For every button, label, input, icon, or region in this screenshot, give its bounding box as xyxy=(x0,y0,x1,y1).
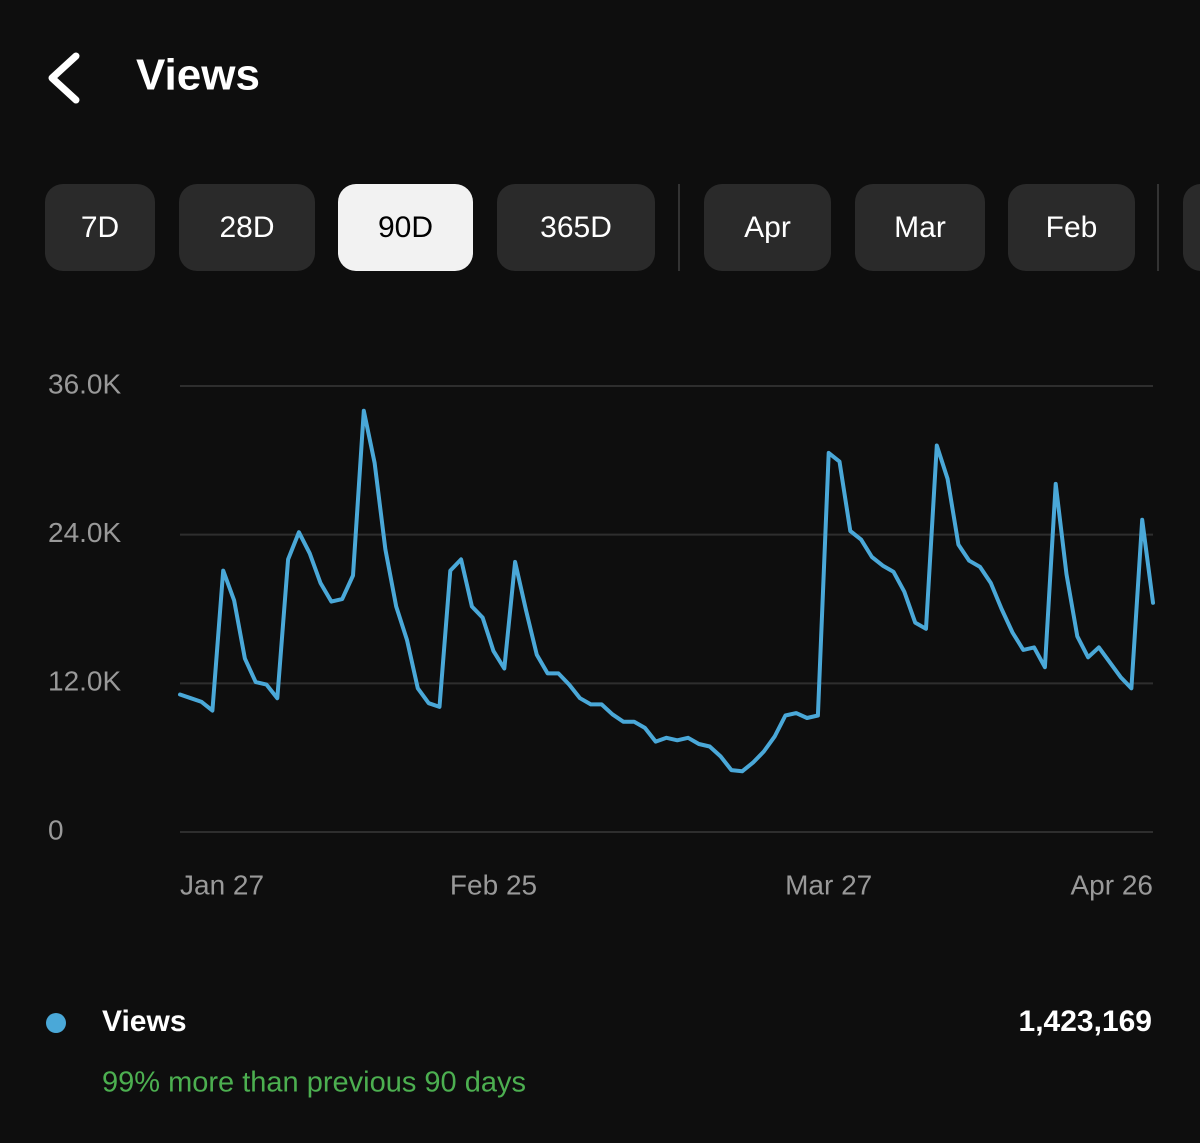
tab[interactable] xyxy=(855,184,985,271)
tab-label: 7D xyxy=(81,211,119,244)
tab[interactable] xyxy=(1183,184,1200,271)
tab-label: Apr xyxy=(744,211,791,244)
tab-label: Feb xyxy=(1046,211,1098,244)
y-tick-label: 24.0K xyxy=(48,517,121,548)
y-tick-label: 0 xyxy=(48,814,64,845)
tab[interactable] xyxy=(704,184,831,271)
tab-label: 365D xyxy=(540,211,612,244)
total-value: 1,423,169 xyxy=(1019,1005,1152,1038)
x-tick-label: Jan 27 xyxy=(180,869,264,900)
tab-label: 28D xyxy=(219,211,274,244)
x-tick-label: Apr 26 xyxy=(1071,869,1154,900)
tab-label: 90D xyxy=(378,211,433,244)
legend-label: Views xyxy=(102,1005,187,1038)
legend-dot xyxy=(46,1013,66,1033)
tab[interactable] xyxy=(1008,184,1135,271)
tab[interactable] xyxy=(179,184,315,271)
back-button[interactable] xyxy=(48,52,80,104)
comparison-text: 99% more than previous 90 days xyxy=(102,1067,526,1099)
tab[interactable] xyxy=(45,184,155,271)
y-tick-label: 36.0K xyxy=(48,368,121,399)
tab[interactable] xyxy=(497,184,655,271)
tab[interactable] xyxy=(338,184,473,271)
y-tick-label: 12.0K xyxy=(48,666,121,697)
page-title: Views xyxy=(136,51,260,100)
data-line xyxy=(178,408,1155,774)
x-tick-label: Feb 25 xyxy=(450,869,537,900)
x-tick-label: Mar 27 xyxy=(785,869,872,900)
tab-label: Mar xyxy=(894,211,946,244)
